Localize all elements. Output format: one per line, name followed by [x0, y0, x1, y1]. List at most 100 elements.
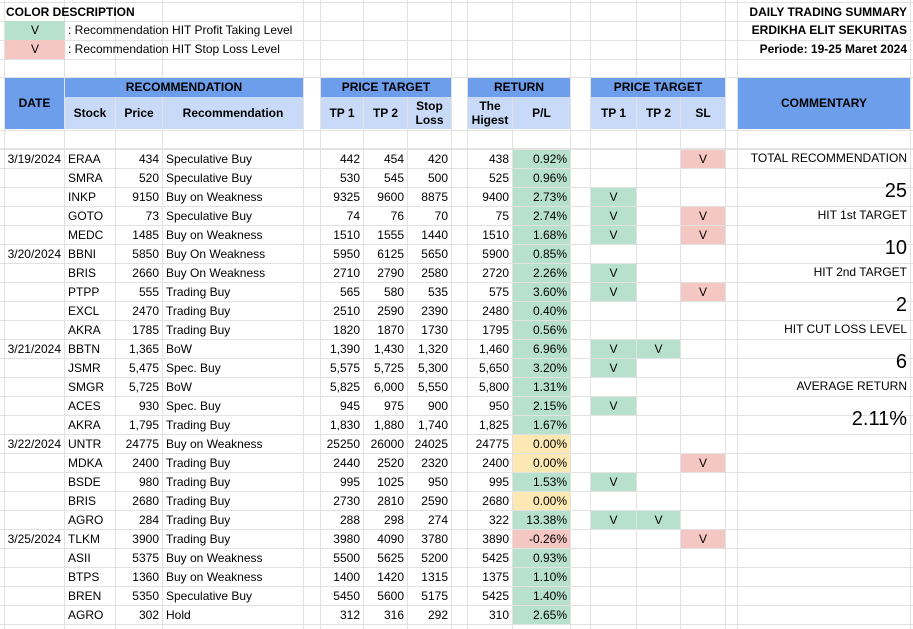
cell-stock: SMGR: [68, 380, 104, 394]
cell-date: [5, 511, 64, 529]
cell-hit-tp2: [637, 321, 680, 339]
cell-stock: AGRO: [68, 513, 104, 527]
cell-highest: 5425: [482, 551, 509, 565]
cell-hit-tp2: [637, 454, 680, 472]
cell-stoploss: 5200: [421, 551, 448, 565]
cell-price: 1485: [132, 228, 159, 242]
cell-highest: 1510: [482, 228, 509, 242]
grid-line-horizontal: [0, 282, 913, 283]
cell-pl: 1.67%: [513, 416, 570, 434]
cell-stoploss: 1730: [421, 323, 448, 337]
cell-date: [5, 359, 64, 377]
cell-tp2: 6,000: [373, 380, 404, 394]
cell-tp2: 1870: [377, 323, 404, 337]
legend-red-text: : Recommendation HIT Stop Loss Level: [68, 42, 280, 56]
cell-date: 3/20/2024: [7, 247, 61, 261]
cell-stock: BSDE: [68, 475, 101, 489]
cell-date: [5, 492, 64, 510]
cell-stoploss: 5650: [421, 247, 448, 261]
cell-tp2: 2590: [377, 304, 404, 318]
cell-hit-tp1: V: [591, 207, 636, 225]
grid-line-vertical: [467, 0, 468, 629]
cell-tp1: 74: [346, 209, 360, 223]
cell-pl: 1.68%: [513, 226, 570, 244]
cell-tp1: 1,830: [329, 418, 360, 432]
cell-hit-sl: V: [681, 207, 725, 225]
cell-recommendation: Trading Buy: [166, 513, 231, 527]
cell-stock: BBNI: [68, 247, 97, 261]
cell-highest: 1,460: [478, 342, 509, 356]
cell-pl: 2.15%: [513, 397, 570, 415]
cell-stoploss: 2320: [421, 456, 448, 470]
cell-price: 520: [138, 171, 159, 185]
cell-date: [5, 283, 64, 301]
cell-stock: BREN: [68, 589, 102, 603]
grid-line-horizontal: [0, 149, 913, 150]
cell-hit-tp1: V: [591, 226, 636, 244]
cell-highest: 1,825: [478, 418, 509, 432]
cell-pl: 0.85%: [513, 245, 570, 263]
cell-tp1: 288: [339, 513, 360, 527]
cell-price: 980: [138, 475, 159, 489]
cell-stoploss: 900: [427, 399, 448, 413]
cell-hit-sl: [681, 435, 725, 453]
cell-recommendation: Trading Buy: [166, 456, 231, 470]
cell-stock: ERAA: [68, 152, 101, 166]
cell-price: 5850: [132, 247, 159, 261]
cell-hit-tp1: [591, 150, 636, 168]
cell-recommendation: Hold: [166, 608, 191, 622]
cell-pl: 2.73%: [513, 188, 570, 206]
cell-tp1: 2710: [333, 266, 360, 280]
legend-green-text: : Recommendation HIT Profit Taking Level: [68, 23, 293, 37]
cell-hit-sl: [681, 473, 725, 491]
cell-date: [5, 473, 64, 491]
cell-tp2: 580: [383, 285, 404, 299]
cell-hit-tp2: [637, 378, 680, 396]
cell-stoploss: 500: [427, 171, 448, 185]
hit-first-target-label: HIT 1st TARGET: [817, 208, 907, 222]
cell-price: 5375: [132, 551, 159, 565]
cell-date: [5, 264, 64, 282]
col-pl-header: P/L: [513, 97, 570, 129]
cell-highest: 1795: [482, 323, 509, 337]
cell-date: [5, 454, 64, 472]
cell-hit-tp2: [637, 492, 680, 510]
cell-hit-sl: [681, 568, 725, 586]
cell-stock: GOTO: [68, 209, 104, 223]
cell-pl: 1.31%: [513, 378, 570, 396]
cell-tp1: 2510: [333, 304, 360, 318]
cell-pl: 2.26%: [513, 264, 570, 282]
cell-hit-sl: [681, 606, 725, 624]
cell-price: 2660: [132, 266, 159, 280]
cell-recommendation: Speculative Buy: [166, 589, 253, 603]
grid-line-vertical: [680, 0, 681, 629]
cell-hit-sl: V: [681, 150, 725, 168]
cell-tp1: 25250: [326, 437, 360, 451]
cell-stoploss: 420: [427, 152, 448, 166]
cell-price: 5,475: [128, 361, 159, 375]
cell-hit-sl: V: [681, 283, 725, 301]
grid-line-horizontal: [0, 301, 913, 302]
cell-recommendation: Buy on Weakness: [166, 190, 263, 204]
cell-price: 930: [138, 399, 159, 413]
grid-line-horizontal: [0, 148, 913, 149]
cell-tp2: 454: [383, 152, 404, 166]
cell-hit-tp2: [637, 188, 680, 206]
cell-hit-tp2: [637, 283, 680, 301]
grid-line-horizontal: [0, 472, 913, 473]
col-price-header: Price: [116, 97, 162, 129]
cell-hit-sl: [681, 169, 725, 187]
cell-hit-tp1: V: [591, 283, 636, 301]
grid-line-horizontal: [0, 377, 913, 378]
cell-tp2: 1555: [377, 228, 404, 242]
cell-hit-tp2: [637, 587, 680, 605]
hit-first-target-value: 10: [884, 237, 907, 259]
cell-recommendation: Spec. Buy: [166, 361, 221, 375]
cell-recommendation: Speculative Buy: [166, 209, 253, 223]
cell-tp2: 975: [383, 399, 404, 413]
cell-price: 1,365: [128, 342, 159, 356]
cell-stoploss: 2580: [421, 266, 448, 280]
cell-tp2: 298: [383, 513, 404, 527]
cell-stoploss: 2590: [421, 494, 448, 508]
cell-pl: 0.00%: [513, 435, 570, 453]
